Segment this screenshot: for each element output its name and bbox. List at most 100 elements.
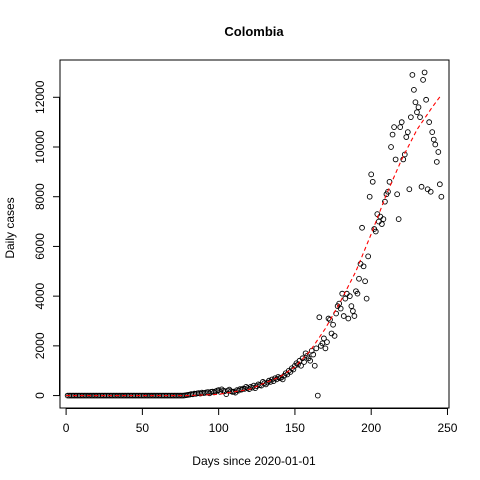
data-point [298,362,304,369]
data-point [391,124,397,130]
data-point [337,305,344,312]
data-point [433,159,440,165]
y-tick-label: 10000 [33,130,47,164]
data-point [401,151,408,158]
data-point [316,314,323,321]
data-point [295,361,301,368]
data-point [411,86,417,93]
data-point [299,355,306,362]
trend-line [66,94,442,397]
x-tick-label: 0 [63,421,70,435]
data-point [324,339,330,345]
data-point [404,129,411,135]
data-point [346,293,353,299]
data-point [340,313,347,319]
plot-area [59,59,450,409]
y-tick-label: 12000 [33,80,47,114]
y-tick-label: 2000 [33,332,47,359]
data-point [336,300,343,307]
data-point [279,376,286,383]
data-point [394,191,400,198]
x-tick-label: 150 [285,421,305,435]
data-point [310,351,317,358]
x-tick-label: 100 [209,421,229,435]
data-point [261,380,268,386]
data-point [423,96,429,103]
data-point [429,129,436,135]
data-point [388,144,394,150]
data-point [363,295,370,302]
data-point [420,77,426,83]
data-point [223,391,230,397]
y-tick-label: 8000 [33,183,47,210]
data-point [417,114,423,121]
x-axis-label: Days since 2020-01-01 [192,454,316,468]
data-point [412,99,419,106]
data-point [365,253,371,260]
data-point [430,136,437,143]
x-tick-label: 50 [136,421,150,435]
data-point [406,186,413,193]
data-point [313,345,320,352]
data-point [270,378,277,385]
data-point [359,224,365,231]
y-tick-label: 6000 [33,233,47,260]
data-point [321,335,327,342]
data-point [351,313,358,319]
data-point [426,119,433,125]
data-point [398,119,405,125]
data-point [382,198,388,205]
data-point [322,345,329,352]
data-point [354,290,361,297]
data-point [392,156,399,163]
data-point [366,193,373,200]
data-point [356,275,362,282]
plot-frame [59,59,450,409]
data-point [348,303,355,309]
data-point [301,359,307,365]
data-point [345,315,352,322]
data-point [263,381,269,388]
data-point [327,316,333,323]
data-point [385,188,391,195]
data-point [418,183,425,190]
data-point [386,178,393,185]
data-point [409,72,416,78]
data-point [435,149,442,155]
data-point [389,131,396,138]
data-point [360,263,367,270]
data-point [342,295,349,302]
data-point [397,124,404,130]
x-tick-label: 200 [361,421,381,435]
data-point [438,193,445,200]
y-axis-label: Daily cases [3,197,17,258]
y-tick-label: 0 [33,392,47,399]
data-point [307,357,314,364]
data-point [395,216,402,222]
y-tick-label: 4000 [33,282,47,309]
chart-title: Colombia [224,24,284,39]
data-point [380,216,387,222]
data-point [408,114,414,121]
data-point [414,109,420,116]
data-point [369,178,376,185]
points-layer [64,69,445,399]
y-axis: 0 2000 4000 6000 8000 10000 12000 [33,80,60,399]
data-point [372,228,379,235]
data-point [218,386,225,393]
x-tick-label: 250 [437,421,457,435]
data-point [421,69,428,76]
data-point [436,181,443,188]
data-point [368,171,375,178]
data-point [403,134,410,140]
data-point [314,392,321,399]
x-axis: 0 50 100 150 200 250 [63,408,458,435]
data-point [379,221,385,227]
data-point [350,308,356,314]
data-point [427,188,434,195]
data-point [362,278,368,285]
data-point [311,362,318,369]
trend-layer [66,94,442,397]
data-point [415,104,422,111]
